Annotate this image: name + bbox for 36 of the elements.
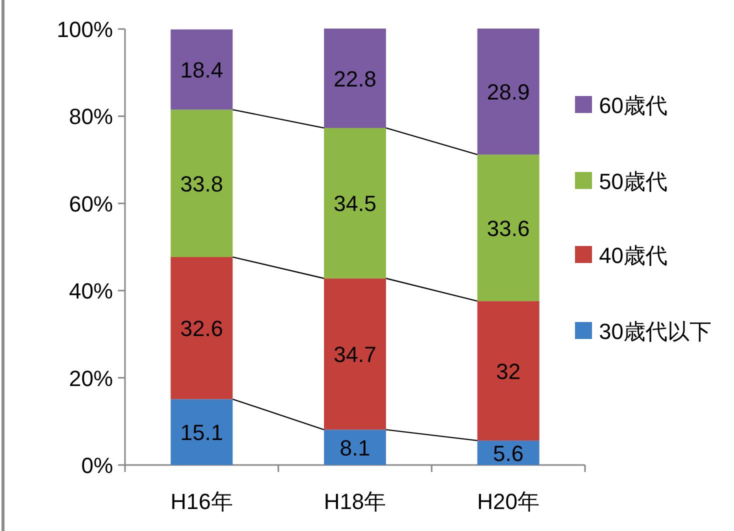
data-label: 5.6 xyxy=(493,440,524,466)
bar xyxy=(170,399,233,465)
data-label: 34.7 xyxy=(334,342,376,368)
y-tick-label: 20% xyxy=(68,366,113,391)
data-label: 33.6 xyxy=(486,216,530,241)
y-tick-label: 0% xyxy=(81,453,113,478)
y-tick-label: 40% xyxy=(68,278,113,304)
bar xyxy=(170,110,233,258)
bar xyxy=(324,278,386,430)
data-label: 33.8 xyxy=(180,171,224,196)
y-tick-label: 80% xyxy=(68,104,113,130)
bar xyxy=(477,301,540,441)
bar xyxy=(324,128,386,278)
data-label: 22.8 xyxy=(334,66,376,92)
bar xyxy=(170,257,233,400)
data-label: 34.5 xyxy=(334,191,376,216)
legend-label: 50歳代 xyxy=(599,169,668,194)
bar xyxy=(324,430,386,465)
data-label: 32.6 xyxy=(180,316,224,342)
bar xyxy=(477,154,540,302)
x-tick-label: H16年 xyxy=(170,489,233,514)
data-label: 28.9 xyxy=(486,80,530,105)
data-label: 8.1 xyxy=(340,435,370,460)
x-tick-label: H18年 xyxy=(324,489,386,514)
data-label: 18.4 xyxy=(180,58,224,83)
data-label: 15.1 xyxy=(180,420,224,446)
legend-label: 40歳代 xyxy=(599,243,668,268)
x-tick-label: H20年 xyxy=(477,489,540,514)
legend-label: 60歳代 xyxy=(599,93,668,118)
y-tick-label: 60% xyxy=(68,191,113,216)
bar xyxy=(324,28,386,128)
y-tick-label: 100% xyxy=(56,17,113,42)
data-label: 32 xyxy=(496,358,521,384)
bar xyxy=(170,29,233,110)
legend-label: 30歳代以下 xyxy=(599,319,712,344)
bar xyxy=(477,28,540,155)
